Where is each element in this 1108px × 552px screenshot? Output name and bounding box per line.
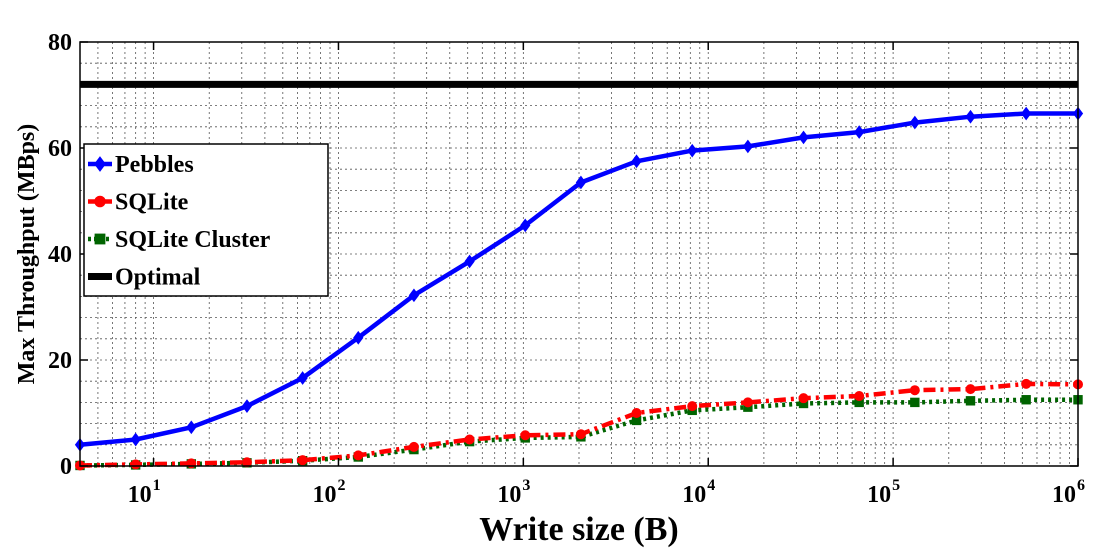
data-point-pebbles xyxy=(297,371,308,385)
data-point-pebbles xyxy=(353,330,364,345)
data-point-pebbles xyxy=(408,288,420,303)
x-tick-label-exponent: 1 xyxy=(153,477,161,494)
legend-item-sqlite-cluster: SQLite Cluster xyxy=(88,227,271,253)
legend-label-pebbles: Pebbles xyxy=(115,152,194,178)
y-tick-label: 20 xyxy=(48,348,72,374)
legend-label-sqlite: SQLite xyxy=(115,190,189,216)
data-point-sqlite-cluster xyxy=(965,396,976,406)
data-point-pebbles xyxy=(186,420,197,435)
data-point-sqlite xyxy=(408,441,419,452)
x-tick-label: 10 xyxy=(867,482,891,508)
y-tick-label: 0 xyxy=(60,454,72,480)
x-tick-label: 10 xyxy=(682,482,706,508)
data-point-pebbles xyxy=(631,154,642,169)
data-point-pebbles xyxy=(130,432,141,447)
data-point-pebbles xyxy=(241,399,253,413)
data-point-sqlite xyxy=(909,385,920,396)
data-point-sqlite xyxy=(575,429,586,440)
data-point-pebbles xyxy=(798,130,809,145)
legend-marker-pebbles xyxy=(94,156,106,172)
data-point-pebbles xyxy=(520,218,531,233)
data-point-pebbles xyxy=(575,175,587,190)
data-point-sqlite xyxy=(297,455,308,466)
x-tick-label-exponent: 3 xyxy=(522,477,530,494)
x-tick-label-exponent: 5 xyxy=(892,477,900,494)
data-point-pebbles xyxy=(965,109,976,124)
legend-item-sqlite: SQLite xyxy=(88,190,189,216)
y-tick-label: 60 xyxy=(48,136,72,162)
legend-label-optimal: Optimal xyxy=(115,265,201,291)
data-point-pebbles xyxy=(742,139,753,154)
series-layer xyxy=(74,80,1084,471)
x-tick-label: 10 xyxy=(128,482,152,508)
data-point-sqlite xyxy=(464,434,475,445)
data-point-sqlite xyxy=(241,457,252,468)
data-point-sqlite-cluster xyxy=(910,397,920,408)
data-point-pebbles xyxy=(1021,106,1032,121)
legend-marker-sqlite xyxy=(94,195,106,208)
data-point-sqlite xyxy=(798,393,809,404)
y-tick-label: 80 xyxy=(48,30,72,56)
legend-marker-sqlite-cluster xyxy=(94,233,106,245)
legend-box xyxy=(83,143,329,297)
data-point-sqlite xyxy=(687,401,698,412)
legend: Pebbles SQLite SQLite Cluster Optimal xyxy=(83,143,329,297)
data-point-sqlite xyxy=(1021,378,1032,389)
data-point-pebbles xyxy=(464,254,475,269)
x-tick-label: 10 xyxy=(1052,482,1076,508)
data-point-sqlite xyxy=(742,397,753,408)
data-point-pebbles xyxy=(687,143,698,158)
data-point-sqlite xyxy=(965,384,976,395)
data-point-sqlite xyxy=(130,459,141,470)
data-point-sqlite xyxy=(854,391,865,402)
data-point-sqlite-cluster xyxy=(1021,395,1031,405)
x-tick-label: 10 xyxy=(497,482,521,508)
x-tick-label-exponent: 2 xyxy=(337,477,345,494)
y-axis-label: Max Throughput (MBps) xyxy=(14,124,40,385)
legend-item-pebbles: Pebbles xyxy=(88,152,194,178)
legend-label-sqlite-cluster: SQLite Cluster xyxy=(115,227,271,253)
data-point-pebbles xyxy=(854,125,865,139)
x-tick-label: 10 xyxy=(312,482,336,508)
y-tick-label: 40 xyxy=(48,242,72,268)
data-point-sqlite xyxy=(353,450,364,461)
x-tick-label-exponent: 6 xyxy=(1077,477,1085,494)
data-point-sqlite xyxy=(520,430,531,441)
x-tick-label-exponent: 4 xyxy=(707,477,715,494)
data-point-pebbles xyxy=(909,115,920,130)
data-point-sqlite xyxy=(631,408,642,418)
series-sqlite xyxy=(75,378,1083,471)
legend-item-optimal: Optimal xyxy=(88,265,201,291)
series-pebbles xyxy=(74,106,1084,452)
x-axis-label: Write size (B) xyxy=(479,511,679,548)
